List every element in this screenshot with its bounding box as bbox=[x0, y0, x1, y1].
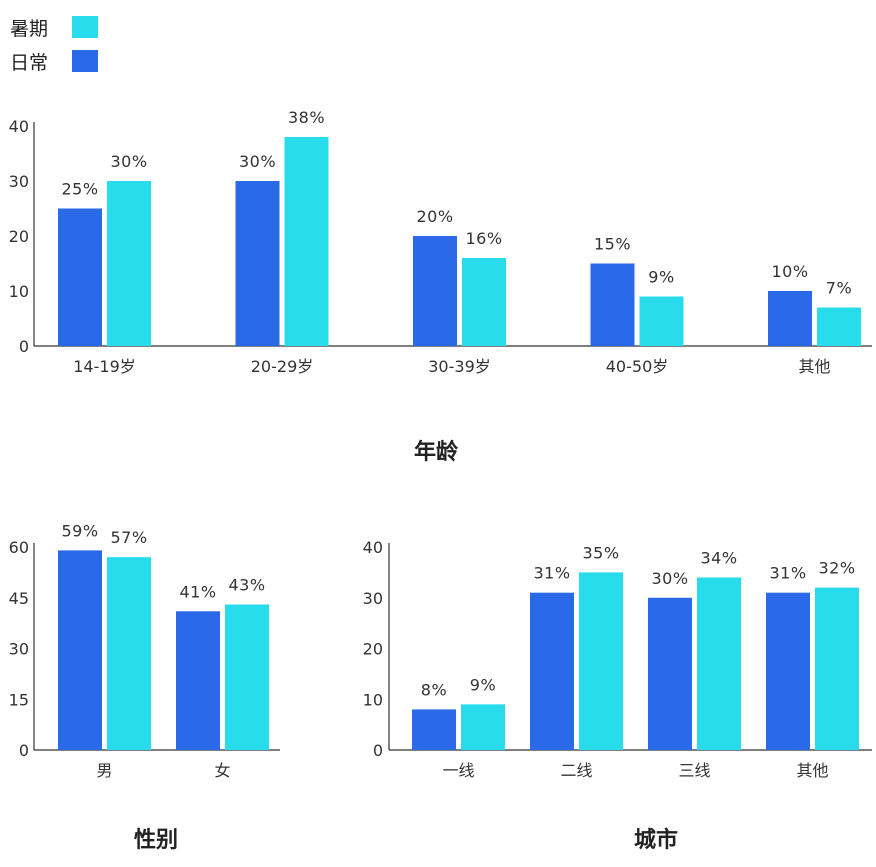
gender-y-tick-label: 15 bbox=[9, 690, 29, 709]
gender-bar-daily bbox=[58, 550, 102, 750]
gender-chart-title: 性别 bbox=[133, 828, 179, 853]
age-y-tick-label: 10 bbox=[9, 282, 29, 301]
age-data-label: 30% bbox=[110, 152, 147, 171]
age-data-label: 38% bbox=[288, 108, 325, 127]
city-category-label: 其他 bbox=[796, 761, 828, 780]
city-data-label: 35% bbox=[582, 543, 619, 562]
age-data-label: 10% bbox=[771, 262, 808, 281]
city-bar-summer bbox=[579, 572, 623, 750]
gender-bar-summer bbox=[225, 604, 269, 750]
age-chart-title: 年龄 bbox=[413, 440, 459, 465]
age-bar-daily bbox=[235, 181, 280, 346]
gender-data-label: 41% bbox=[179, 582, 216, 601]
age-data-label: 20% bbox=[416, 207, 453, 226]
age-category-label: 30-39岁 bbox=[428, 357, 491, 376]
age-data-label: 16% bbox=[465, 229, 502, 248]
gender-data-label: 43% bbox=[228, 576, 265, 595]
city-data-label: 31% bbox=[769, 564, 806, 583]
age-bar-summer bbox=[639, 296, 684, 346]
age-y-tick-label: 0 bbox=[19, 337, 29, 356]
age-category-label: 14-19岁 bbox=[73, 357, 136, 376]
legend-swatch-daily bbox=[72, 50, 98, 72]
age-data-label: 15% bbox=[594, 235, 631, 254]
age-data-label: 30% bbox=[239, 152, 276, 171]
gender-category-label: 男 bbox=[96, 761, 112, 780]
legend-label-summer: 暑期 bbox=[10, 17, 49, 40]
gender-y-tick-label: 45 bbox=[9, 589, 29, 608]
age-data-label: 25% bbox=[61, 180, 98, 199]
age-category-label: 20-29岁 bbox=[251, 357, 314, 376]
gender-y-tick-label: 0 bbox=[19, 741, 29, 760]
city-category-label: 二线 bbox=[560, 761, 592, 780]
city-data-label: 30% bbox=[651, 569, 688, 588]
city-y-tick-label: 10 bbox=[363, 690, 383, 709]
legend: 暑期 日常 bbox=[10, 10, 98, 78]
gender-bar-summer bbox=[107, 557, 151, 750]
age-bar-daily bbox=[413, 236, 457, 346]
age-bar-daily bbox=[590, 263, 635, 346]
gender-bar-daily bbox=[176, 611, 220, 750]
city-data-label: 32% bbox=[818, 559, 855, 578]
city-data-label: 34% bbox=[700, 548, 737, 567]
city-category-label: 一线 bbox=[442, 761, 474, 780]
legend-item-summer: 暑期 bbox=[10, 10, 98, 44]
city-category-label: 三线 bbox=[678, 761, 710, 780]
city-data-label: 8% bbox=[421, 680, 447, 699]
city-bar-summer bbox=[461, 704, 505, 750]
city-bar-daily bbox=[530, 592, 574, 750]
age-data-label: 7% bbox=[826, 279, 852, 298]
age-data-label: 9% bbox=[648, 268, 674, 287]
city-y-tick-label: 30 bbox=[363, 589, 383, 608]
age-y-tick-label: 40 bbox=[9, 117, 29, 136]
age-category-label: 40-50岁 bbox=[606, 357, 669, 376]
age-bar-summer bbox=[462, 258, 506, 346]
city-bar-summer bbox=[815, 587, 859, 750]
legend-item-daily: 日常 bbox=[10, 44, 98, 78]
gender-data-label: 59% bbox=[61, 521, 98, 540]
age-y-tick-label: 30 bbox=[9, 172, 29, 191]
city-y-tick-label: 40 bbox=[363, 538, 383, 557]
gender-category-label: 女 bbox=[214, 761, 230, 780]
age-bar-summer bbox=[107, 181, 151, 346]
age-bar-summer bbox=[284, 137, 329, 346]
city-bar-daily bbox=[766, 592, 810, 750]
city-data-label: 9% bbox=[470, 675, 496, 694]
city-bar-daily bbox=[412, 709, 456, 750]
legend-swatch-summer bbox=[72, 16, 98, 38]
gender-data-label: 57% bbox=[110, 528, 147, 547]
city-chart-title: 城市 bbox=[633, 828, 679, 853]
city-bar-daily bbox=[648, 597, 692, 750]
city-bar-summer bbox=[697, 577, 741, 750]
age-y-tick-label: 20 bbox=[9, 227, 29, 246]
gender-y-tick-label: 60 bbox=[9, 538, 29, 557]
gender-y-tick-label: 30 bbox=[9, 640, 29, 659]
age-bar-daily bbox=[58, 208, 102, 346]
age-bar-daily bbox=[768, 291, 812, 346]
city-y-tick-label: 20 bbox=[363, 640, 383, 659]
city-data-label: 31% bbox=[533, 564, 570, 583]
city-y-tick-label: 0 bbox=[373, 741, 383, 760]
age-category-label: 其他 bbox=[798, 357, 830, 376]
age-bar-summer bbox=[817, 307, 861, 346]
legend-label-daily: 日常 bbox=[10, 51, 49, 74]
